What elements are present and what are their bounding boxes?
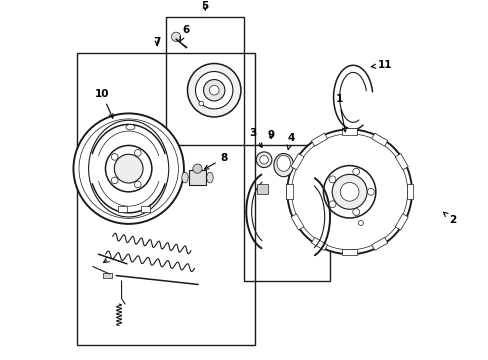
Text: 11: 11 bbox=[371, 60, 392, 70]
Text: 6: 6 bbox=[180, 24, 189, 41]
Circle shape bbox=[199, 101, 203, 106]
Bar bbox=[118, 206, 126, 212]
Circle shape bbox=[105, 145, 152, 192]
Text: 10: 10 bbox=[95, 89, 113, 118]
Text: 3: 3 bbox=[249, 128, 262, 147]
Bar bbox=[311, 133, 327, 146]
Circle shape bbox=[352, 208, 359, 215]
Bar bbox=[311, 237, 327, 251]
Circle shape bbox=[286, 130, 411, 254]
Bar bbox=[406, 184, 412, 199]
Bar bbox=[166, 17, 244, 145]
Ellipse shape bbox=[273, 153, 293, 177]
Circle shape bbox=[134, 149, 141, 156]
Circle shape bbox=[187, 63, 241, 117]
Text: 5: 5 bbox=[201, 1, 208, 12]
Circle shape bbox=[259, 156, 268, 164]
Circle shape bbox=[209, 85, 219, 95]
Circle shape bbox=[428, 196, 436, 203]
Bar bbox=[394, 214, 407, 230]
Circle shape bbox=[203, 80, 224, 101]
Circle shape bbox=[195, 72, 232, 109]
Circle shape bbox=[171, 32, 181, 41]
Ellipse shape bbox=[88, 120, 168, 217]
Bar bbox=[257, 184, 267, 194]
Circle shape bbox=[111, 154, 118, 160]
Circle shape bbox=[328, 201, 335, 208]
Text: 8: 8 bbox=[204, 153, 227, 169]
Text: 1: 1 bbox=[335, 94, 346, 132]
Circle shape bbox=[358, 220, 363, 225]
Bar bbox=[188, 170, 206, 185]
Circle shape bbox=[256, 152, 271, 167]
Circle shape bbox=[291, 134, 407, 250]
Text: 2: 2 bbox=[443, 212, 456, 225]
Bar bbox=[141, 206, 150, 212]
Circle shape bbox=[114, 154, 143, 183]
Text: 7: 7 bbox=[153, 37, 161, 47]
Circle shape bbox=[53, 156, 65, 167]
Circle shape bbox=[79, 119, 178, 219]
Text: 4: 4 bbox=[286, 133, 294, 149]
Bar bbox=[371, 133, 387, 146]
Circle shape bbox=[73, 113, 183, 224]
Circle shape bbox=[352, 168, 359, 175]
Circle shape bbox=[111, 177, 118, 184]
Ellipse shape bbox=[206, 172, 213, 183]
Circle shape bbox=[57, 180, 61, 185]
Circle shape bbox=[134, 181, 141, 188]
Bar bbox=[371, 237, 387, 251]
Bar bbox=[77, 53, 255, 345]
Bar bbox=[285, 184, 292, 199]
Circle shape bbox=[323, 166, 375, 218]
Circle shape bbox=[366, 188, 373, 195]
Bar bbox=[342, 129, 356, 135]
Circle shape bbox=[53, 177, 65, 189]
Circle shape bbox=[340, 183, 358, 201]
Bar bbox=[103, 273, 112, 278]
Bar bbox=[244, 145, 329, 281]
Ellipse shape bbox=[126, 125, 135, 130]
Circle shape bbox=[57, 159, 61, 164]
Bar bbox=[290, 154, 304, 170]
Circle shape bbox=[192, 164, 202, 173]
Ellipse shape bbox=[276, 155, 290, 171]
Bar bbox=[290, 214, 304, 230]
Circle shape bbox=[331, 174, 366, 209]
Circle shape bbox=[328, 176, 335, 183]
Bar bbox=[342, 249, 356, 255]
Ellipse shape bbox=[182, 172, 188, 183]
Text: 9: 9 bbox=[267, 130, 274, 140]
Bar bbox=[394, 154, 407, 170]
